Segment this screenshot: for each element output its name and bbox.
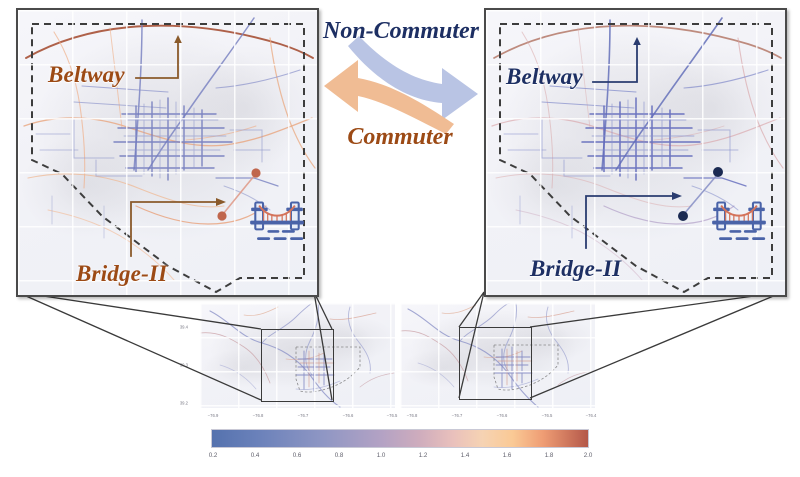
overview-left-ytick-1: 39.3 bbox=[179, 362, 188, 368]
overview-map-non-commuter bbox=[400, 303, 595, 408]
colorbar-tick-5: 1.2 bbox=[418, 452, 428, 459]
colorbar-tick-7: 1.6 bbox=[502, 452, 512, 459]
colorbar bbox=[211, 429, 589, 448]
overview-left-xtick-2: −76.7 bbox=[297, 413, 309, 418]
beltway-arrowhead bbox=[174, 35, 182, 43]
overview-right-xtick-0: −76.8 bbox=[406, 413, 418, 418]
bridge-corridor-commuter bbox=[217, 168, 261, 221]
suspension-bridge-icon bbox=[250, 201, 304, 240]
map-texture bbox=[18, 10, 317, 295]
colorbar-tick-0: 0.2 bbox=[208, 452, 218, 459]
beltway-label: Beltway bbox=[506, 64, 583, 89]
bridge-endpoint-south bbox=[217, 211, 227, 221]
beltway-arrowhead bbox=[633, 37, 641, 45]
non-commuter-arrow-right bbox=[348, 36, 478, 120]
overview-left-ytick-2: 39.2 bbox=[179, 400, 188, 406]
overview-map-commuter bbox=[200, 303, 395, 408]
overview-right-xtick-3: −76.5 bbox=[541, 413, 553, 418]
colorbar-tick-6: 1.4 bbox=[460, 452, 470, 459]
commuter-caption: Commuter bbox=[347, 124, 453, 150]
overview-right-xtick-2: −76.6 bbox=[496, 413, 508, 418]
bridge-endpoint-north bbox=[251, 168, 261, 178]
overview-right-xtick-4: −76.4 bbox=[585, 413, 597, 418]
colorbar-tick-1: 0.4 bbox=[250, 452, 260, 459]
overview-left-xtick-1: −76.8 bbox=[252, 413, 264, 418]
bridge-corridor-non-commuter bbox=[678, 167, 723, 221]
map-texture bbox=[486, 10, 785, 295]
beltway-label: Beltway bbox=[48, 62, 125, 87]
beltway-leader-non-commuter bbox=[585, 37, 682, 249]
colorbar-tick-8: 1.8 bbox=[544, 452, 554, 459]
colorbar-tick-3: 0.8 bbox=[334, 452, 344, 459]
overview-left-xtick-0: −76.9 bbox=[207, 413, 219, 418]
zoom-region-box bbox=[459, 327, 532, 400]
zoom-region-box bbox=[261, 329, 334, 402]
bridge-ii-label: Bridge-II bbox=[76, 261, 168, 286]
colorbar-tick-9: 2.0 bbox=[583, 452, 593, 459]
bridge-arrowhead bbox=[216, 198, 226, 206]
overview-right-xtick-1: −76.7 bbox=[451, 413, 463, 418]
bridge-arrowhead bbox=[672, 192, 682, 200]
suspension-bridge-icon bbox=[712, 201, 766, 240]
overview-left-xtick-4: −76.5 bbox=[386, 413, 398, 418]
overview-left-ytick-0: 39.4 bbox=[179, 324, 188, 330]
non-commuter-inset-map[interactable]: Beltway Bridge-II bbox=[484, 8, 787, 297]
overview-left-xtick-3: −76.6 bbox=[342, 413, 354, 418]
colorbar-tick-2: 0.6 bbox=[292, 452, 302, 459]
colorbar-gradient bbox=[211, 429, 589, 448]
commuter-inset-map[interactable]: Beltway Bridge-II bbox=[16, 8, 319, 297]
bridge-endpoint-north bbox=[713, 167, 723, 177]
center-arrow-group bbox=[324, 36, 478, 134]
colorbar-tick-4: 1.0 bbox=[376, 452, 386, 459]
beltway-leader-commuter bbox=[130, 35, 226, 257]
non-commuter-caption: Non-Commuter bbox=[322, 18, 480, 44]
bridge-ii-label: Bridge-II bbox=[530, 256, 622, 281]
commuter-arrow-left bbox=[324, 60, 454, 134]
bridge-endpoint-south bbox=[678, 211, 688, 221]
